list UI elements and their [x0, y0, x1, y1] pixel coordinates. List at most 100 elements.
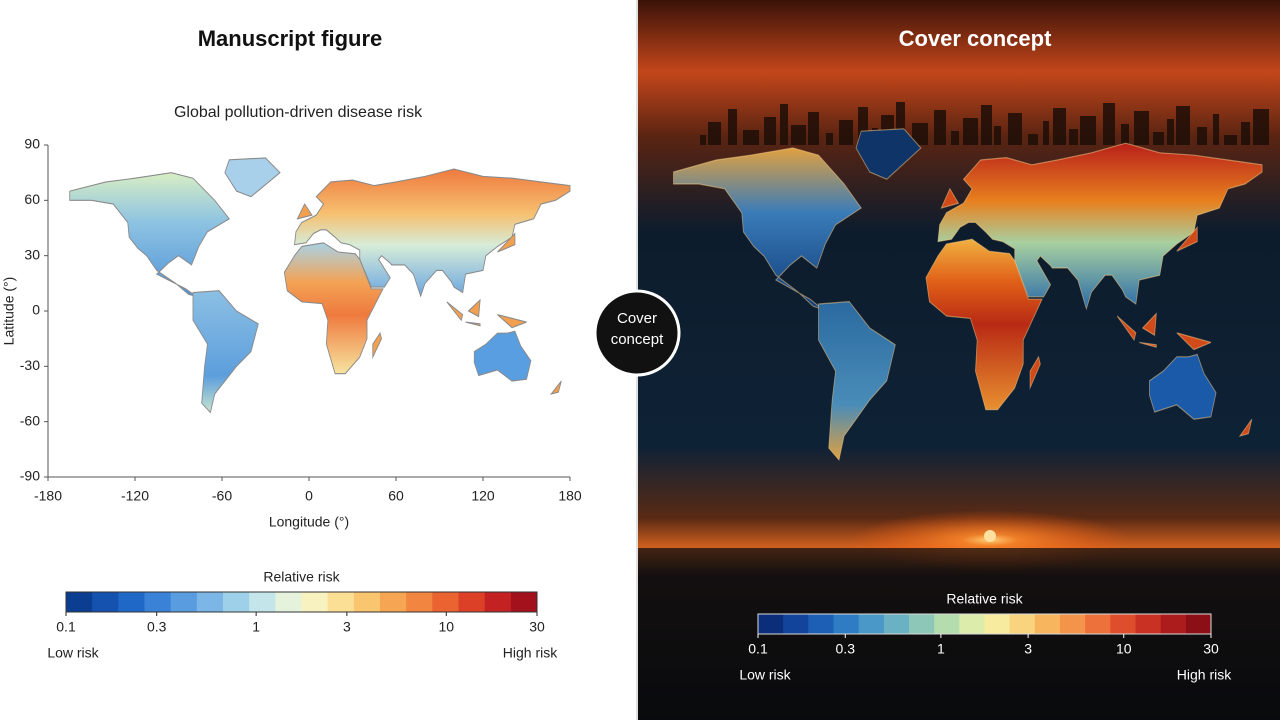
y-axis-label: Latitude (°)	[1, 277, 17, 346]
building	[1167, 119, 1174, 145]
y-tick-label: 30	[24, 246, 40, 262]
colorbar-swatch	[1060, 614, 1086, 634]
building	[1153, 132, 1164, 145]
high-label: High risk	[1177, 667, 1232, 683]
colorbar-tick-label: 3	[1024, 641, 1032, 657]
colorbar-swatch	[1160, 614, 1187, 634]
colorbar-tick-label: 1	[252, 619, 260, 635]
colorbar-swatch	[92, 592, 119, 612]
skyline	[700, 102, 1269, 145]
building	[963, 118, 978, 145]
colorbar-swatch	[1009, 614, 1036, 634]
building	[1253, 109, 1269, 145]
colorbar-swatch	[196, 592, 224, 612]
building	[981, 105, 992, 145]
building	[708, 122, 721, 145]
x-tick-label: 0	[305, 488, 313, 504]
x-tick-label: 180	[558, 488, 582, 504]
colorbar-tick-label: 10	[438, 619, 454, 635]
colorbar-swatch	[808, 614, 834, 634]
building	[858, 107, 868, 145]
building	[764, 117, 776, 145]
colorbar-swatch	[959, 614, 985, 634]
x-axis-label: Longitude (°)	[269, 514, 349, 530]
building	[934, 110, 946, 145]
badge-text: Cover concept	[610, 310, 664, 348]
colorbar-swatch	[249, 592, 276, 612]
building	[1134, 111, 1149, 145]
colorbar-swatch	[833, 614, 860, 634]
building	[1197, 127, 1207, 145]
colorbar-swatch	[934, 614, 960, 634]
building	[1241, 122, 1250, 145]
colorbar-tick-label: 0.1	[748, 641, 768, 657]
building	[994, 126, 1001, 145]
colorbar-swatch	[301, 592, 329, 612]
colorbar-title: Relative risk	[263, 569, 340, 585]
building	[808, 112, 819, 145]
sun	[984, 530, 996, 542]
colorbar-tick-label: 30	[1203, 641, 1219, 657]
colorbar-swatch	[858, 614, 885, 634]
building	[1224, 135, 1237, 145]
colorbar-swatch	[380, 592, 407, 612]
x-tick-label: 60	[388, 488, 404, 504]
building	[1028, 134, 1038, 145]
building	[1053, 108, 1066, 145]
y-tick-label: -90	[20, 468, 40, 484]
colorbar-swatch	[327, 592, 355, 612]
colorbar-title: Relative risk	[946, 591, 1023, 607]
colorbar-swatch	[432, 592, 459, 612]
colorbar-tick-label: 0.3	[147, 619, 167, 635]
building	[1043, 121, 1049, 145]
colorbar-frame	[757, 613, 1212, 635]
building	[912, 123, 928, 145]
colorbar-tick-label: 0.1	[56, 619, 76, 635]
colorbar-tick-label: 3	[343, 619, 351, 635]
colorbar-swatch	[1034, 614, 1061, 634]
colorbar-swatch	[1135, 614, 1162, 634]
building	[951, 131, 959, 145]
building	[743, 130, 759, 145]
x-tick-label: -180	[34, 488, 62, 504]
y-tick-label: -30	[20, 357, 40, 373]
colorbar-swatch	[458, 592, 486, 612]
colorbar-swatch	[275, 592, 302, 612]
y-tick-label: 0	[32, 302, 40, 318]
colorbar-swatch	[1185, 614, 1212, 634]
colorbar-swatch	[223, 592, 250, 612]
x-tick-label: -60	[212, 488, 232, 504]
colorbar: Relative risk 0.1 0.3 1 3 10 30 Low risk High ri…	[47, 569, 558, 661]
building	[1213, 114, 1219, 145]
building	[728, 109, 737, 145]
colorbar-swatch	[909, 614, 935, 634]
building	[791, 125, 806, 145]
colorbar-frame	[65, 591, 538, 613]
y-tick-label: 60	[24, 191, 40, 207]
building	[1008, 113, 1022, 145]
colorbar-swatch	[353, 592, 381, 612]
badge	[593, 289, 681, 377]
colorbar-swatch	[783, 614, 809, 634]
colorbar-swatch	[406, 592, 433, 612]
colorbar-tick-label: 1	[937, 641, 945, 657]
building	[1080, 116, 1096, 145]
heading: Manuscript figure	[198, 26, 383, 51]
high-label: High risk	[503, 645, 558, 661]
badge-box: Cover concept	[610, 310, 664, 348]
x-tick-label: 120	[471, 488, 495, 504]
map-title: Global pollution-driven disease risk	[174, 104, 423, 121]
y-tick-label: 90	[24, 136, 40, 152]
low-label: Low risk	[47, 645, 99, 661]
low-label: Low risk	[739, 667, 791, 683]
building	[826, 133, 833, 145]
building	[780, 104, 788, 145]
x-tick-label: -120	[121, 488, 149, 504]
colorbar-swatch	[883, 614, 910, 634]
building	[839, 120, 853, 145]
building	[1069, 129, 1078, 145]
building	[1176, 106, 1190, 145]
colorbar-swatch	[118, 592, 145, 612]
colorbar-swatch	[144, 592, 172, 612]
y-tick-label: -60	[20, 412, 40, 428]
